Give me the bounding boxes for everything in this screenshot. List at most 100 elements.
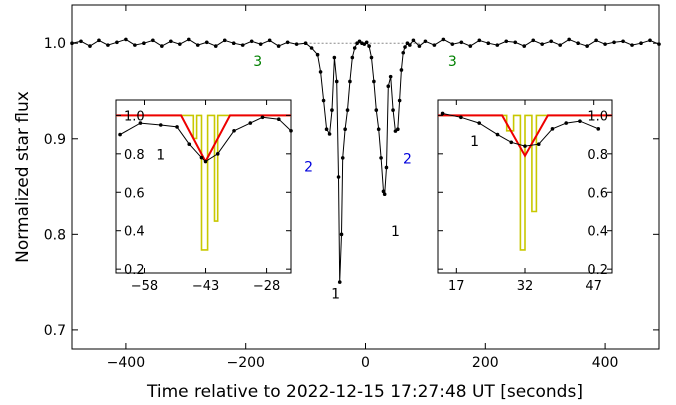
- inset-annotation-label: 1: [470, 134, 479, 150]
- inset-y-tick-label: 1.0: [124, 109, 145, 124]
- data-point: [367, 44, 371, 48]
- inset-data-point: [199, 155, 204, 160]
- data-point: [372, 79, 376, 84]
- inset-data-point: [276, 117, 281, 122]
- data-point: [97, 38, 101, 43]
- data-point: [388, 74, 393, 79]
- inset-y-tick-label: 0.6: [587, 186, 608, 201]
- inset-data-point: [260, 115, 265, 120]
- data-point: [558, 43, 562, 47]
- y-tick-label: 0.8: [44, 227, 66, 243]
- data-point: [594, 38, 598, 43]
- data-point: [332, 55, 337, 60]
- data-point: [231, 41, 236, 46]
- data-point: [115, 40, 119, 45]
- data-point: [303, 41, 308, 46]
- data-point: [352, 46, 357, 50]
- data-point: [258, 42, 263, 46]
- data-point: [88, 44, 92, 48]
- data-point: [369, 55, 374, 60]
- data-point: [576, 41, 580, 46]
- data-point: [391, 108, 395, 112]
- inset-y-tick-label: 0.8: [124, 148, 145, 163]
- data-point: [222, 38, 227, 43]
- inset-x-tick-label: 47: [585, 279, 602, 294]
- x-axis-ticks: −400 −200 0 200 400: [107, 5, 618, 371]
- data-point: [267, 38, 272, 43]
- data-point: [495, 43, 500, 47]
- inset-data-point: [440, 111, 445, 116]
- data-point: [151, 38, 155, 43]
- inset-y-tick-label: 0.8: [587, 148, 608, 163]
- data-point: [567, 37, 571, 42]
- data-point: [350, 55, 355, 60]
- data-point: [585, 44, 589, 48]
- y-tick-label: 1.0: [44, 36, 66, 52]
- data-point: [337, 280, 342, 284]
- data-point: [249, 39, 254, 44]
- y-axis-label: Normalized star flux: [13, 91, 33, 263]
- inset-y-tick-label: 0.6: [124, 186, 145, 201]
- data-point: [382, 192, 387, 196]
- data-point: [345, 108, 350, 112]
- inset-data-point: [175, 125, 179, 129]
- annotation-label: 2: [403, 152, 412, 168]
- data-point: [531, 38, 536, 43]
- data-point: [324, 127, 329, 132]
- annotation-label: 1: [391, 224, 400, 240]
- data-point: [327, 132, 332, 136]
- inset-data-point: [158, 123, 163, 127]
- data-point: [374, 108, 379, 112]
- annotation-label: 1: [331, 286, 340, 302]
- inset-data-point: [509, 140, 514, 145]
- inset-annotation-label: 1: [156, 148, 165, 164]
- data-point: [213, 44, 218, 48]
- inset-data-point: [477, 121, 482, 125]
- x-axis-label: Time relative to 2022-12-15 17:27:48 UT …: [146, 382, 583, 402]
- data-point: [187, 37, 191, 42]
- inset-data-point: [215, 152, 220, 156]
- data-point: [396, 127, 400, 132]
- inset-x-tick-label: 32: [517, 279, 534, 294]
- data-point: [348, 79, 352, 84]
- data-point: [612, 40, 616, 45]
- inset-frame: [115, 99, 292, 274]
- data-point: [441, 37, 446, 42]
- data-point: [70, 41, 74, 46]
- data-point: [648, 38, 652, 43]
- data-point: [522, 44, 527, 48]
- inset-data-point: [289, 128, 293, 133]
- data-point: [621, 39, 625, 44]
- inset-data-point: [203, 159, 208, 164]
- x-tick-label: 0: [361, 355, 370, 371]
- data-point: [321, 98, 326, 103]
- x-tick-label: −400: [107, 355, 145, 371]
- data-point: [362, 42, 367, 46]
- data-point: [630, 43, 634, 47]
- data-point: [639, 41, 643, 46]
- inset-y-tick-label: 0.4: [587, 225, 608, 240]
- data-point: [423, 39, 428, 44]
- data-point: [334, 79, 339, 84]
- inset-data-point: [550, 127, 555, 131]
- data-point: [477, 38, 482, 43]
- data-point: [169, 39, 173, 44]
- inset-data-point: [248, 121, 253, 125]
- inset-x-tick-label: 17: [448, 279, 465, 294]
- data-point: [376, 127, 381, 132]
- inset-data-point: [596, 127, 601, 131]
- data-point: [405, 41, 410, 46]
- inset-model-yellow: [438, 114, 612, 251]
- main-series: [70, 37, 661, 284]
- inset-data-point: [118, 132, 122, 137]
- inset-x-tick-label: −28: [253, 279, 280, 294]
- data-point: [318, 70, 323, 74]
- data-point: [195, 43, 200, 47]
- inset-right: 17 32 470.2 0.4 0.6 0.8 1.0 1: [437, 99, 613, 294]
- x-tick-label: −200: [226, 355, 264, 371]
- data-point: [386, 84, 391, 89]
- annotation-label: 3: [448, 54, 457, 70]
- inset-x-tick-label: −58: [131, 279, 158, 294]
